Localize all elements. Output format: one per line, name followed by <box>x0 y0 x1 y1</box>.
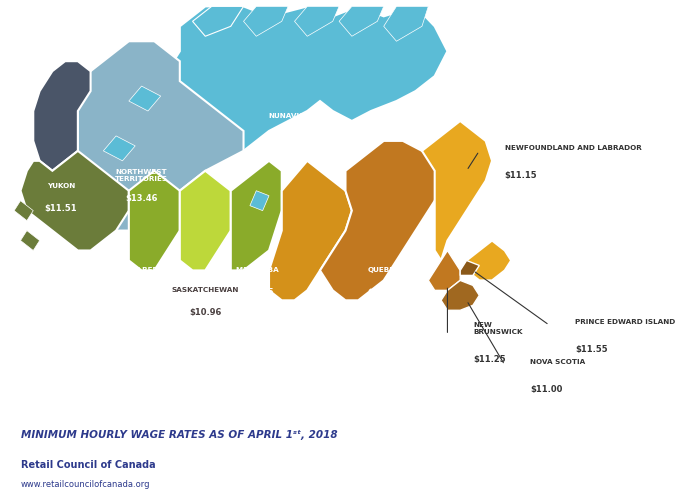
Text: $11.25: $11.25 <box>368 289 400 298</box>
Polygon shape <box>21 230 40 250</box>
Text: $11.15: $11.15 <box>241 289 274 298</box>
Polygon shape <box>422 121 492 261</box>
Polygon shape <box>231 161 282 271</box>
Text: $11.15: $11.15 <box>505 171 537 180</box>
Polygon shape <box>428 250 460 291</box>
Polygon shape <box>103 136 135 161</box>
Polygon shape <box>460 261 480 276</box>
Polygon shape <box>192 7 243 36</box>
Text: NUNAVUT: NUNAVUT <box>269 113 308 119</box>
Polygon shape <box>466 240 511 281</box>
Polygon shape <box>295 7 339 36</box>
Text: NEWFOUNDLAND AND LABRADOR: NEWFOUNDLAND AND LABRADOR <box>505 145 642 151</box>
Text: NEW
BRUNSWICK: NEW BRUNSWICK <box>473 322 522 335</box>
Text: $14.00: $14.00 <box>289 323 322 332</box>
Polygon shape <box>129 86 161 111</box>
Text: QUEBEC: QUEBEC <box>368 268 400 274</box>
Polygon shape <box>250 191 269 210</box>
Polygon shape <box>129 171 180 271</box>
Text: Retail Council of Canada: Retail Council of Canada <box>21 460 155 470</box>
Polygon shape <box>21 151 129 250</box>
Polygon shape <box>320 141 441 300</box>
Text: YUKON: YUKON <box>47 183 75 189</box>
Polygon shape <box>384 7 428 41</box>
Polygon shape <box>441 281 480 310</box>
Text: ONTARIO: ONTARIO <box>287 302 324 308</box>
Text: BRITISH
COLUMBIA: BRITISH COLUMBIA <box>38 264 80 277</box>
Text: NOVA SCOTIA: NOVA SCOTIA <box>530 359 585 365</box>
Text: MINIMUM HOURLY WAGE RATES AS OF APRIL 1ˢᵗ, 2018: MINIMUM HOURLY WAGE RATES AS OF APRIL 1ˢ… <box>21 430 337 440</box>
Text: $11.00: $11.00 <box>530 385 563 394</box>
Text: $13.46: $13.46 <box>125 194 158 203</box>
Text: NORTHWEST
TERRITORIES: NORTHWEST TERRITORIES <box>115 169 168 182</box>
Text: www.retailcouncilofcanada.org: www.retailcouncilofcanada.org <box>21 480 150 489</box>
Text: SASKATCHEWAN: SASKATCHEWAN <box>172 288 239 294</box>
Polygon shape <box>243 7 288 36</box>
Text: $10.96: $10.96 <box>189 308 221 317</box>
Text: MANITOBA: MANITOBA <box>236 268 280 274</box>
Polygon shape <box>339 7 384 36</box>
Text: PRINCE EDWARD ISLAND: PRINCE EDWARD ISLAND <box>575 319 675 325</box>
Polygon shape <box>14 201 33 220</box>
Text: $11.55: $11.55 <box>575 345 607 354</box>
Text: $11.51: $11.51 <box>45 203 77 212</box>
Text: $13.00: $13.00 <box>272 134 304 143</box>
Polygon shape <box>269 161 352 300</box>
Text: $11.35: $11.35 <box>43 289 75 298</box>
Polygon shape <box>33 61 91 171</box>
Text: $11.25: $11.25 <box>473 355 506 364</box>
Text: ALBERTA: ALBERTA <box>133 268 169 274</box>
Polygon shape <box>180 171 231 271</box>
Polygon shape <box>78 41 243 230</box>
Polygon shape <box>155 7 447 161</box>
Text: $13.60: $13.60 <box>135 289 168 298</box>
